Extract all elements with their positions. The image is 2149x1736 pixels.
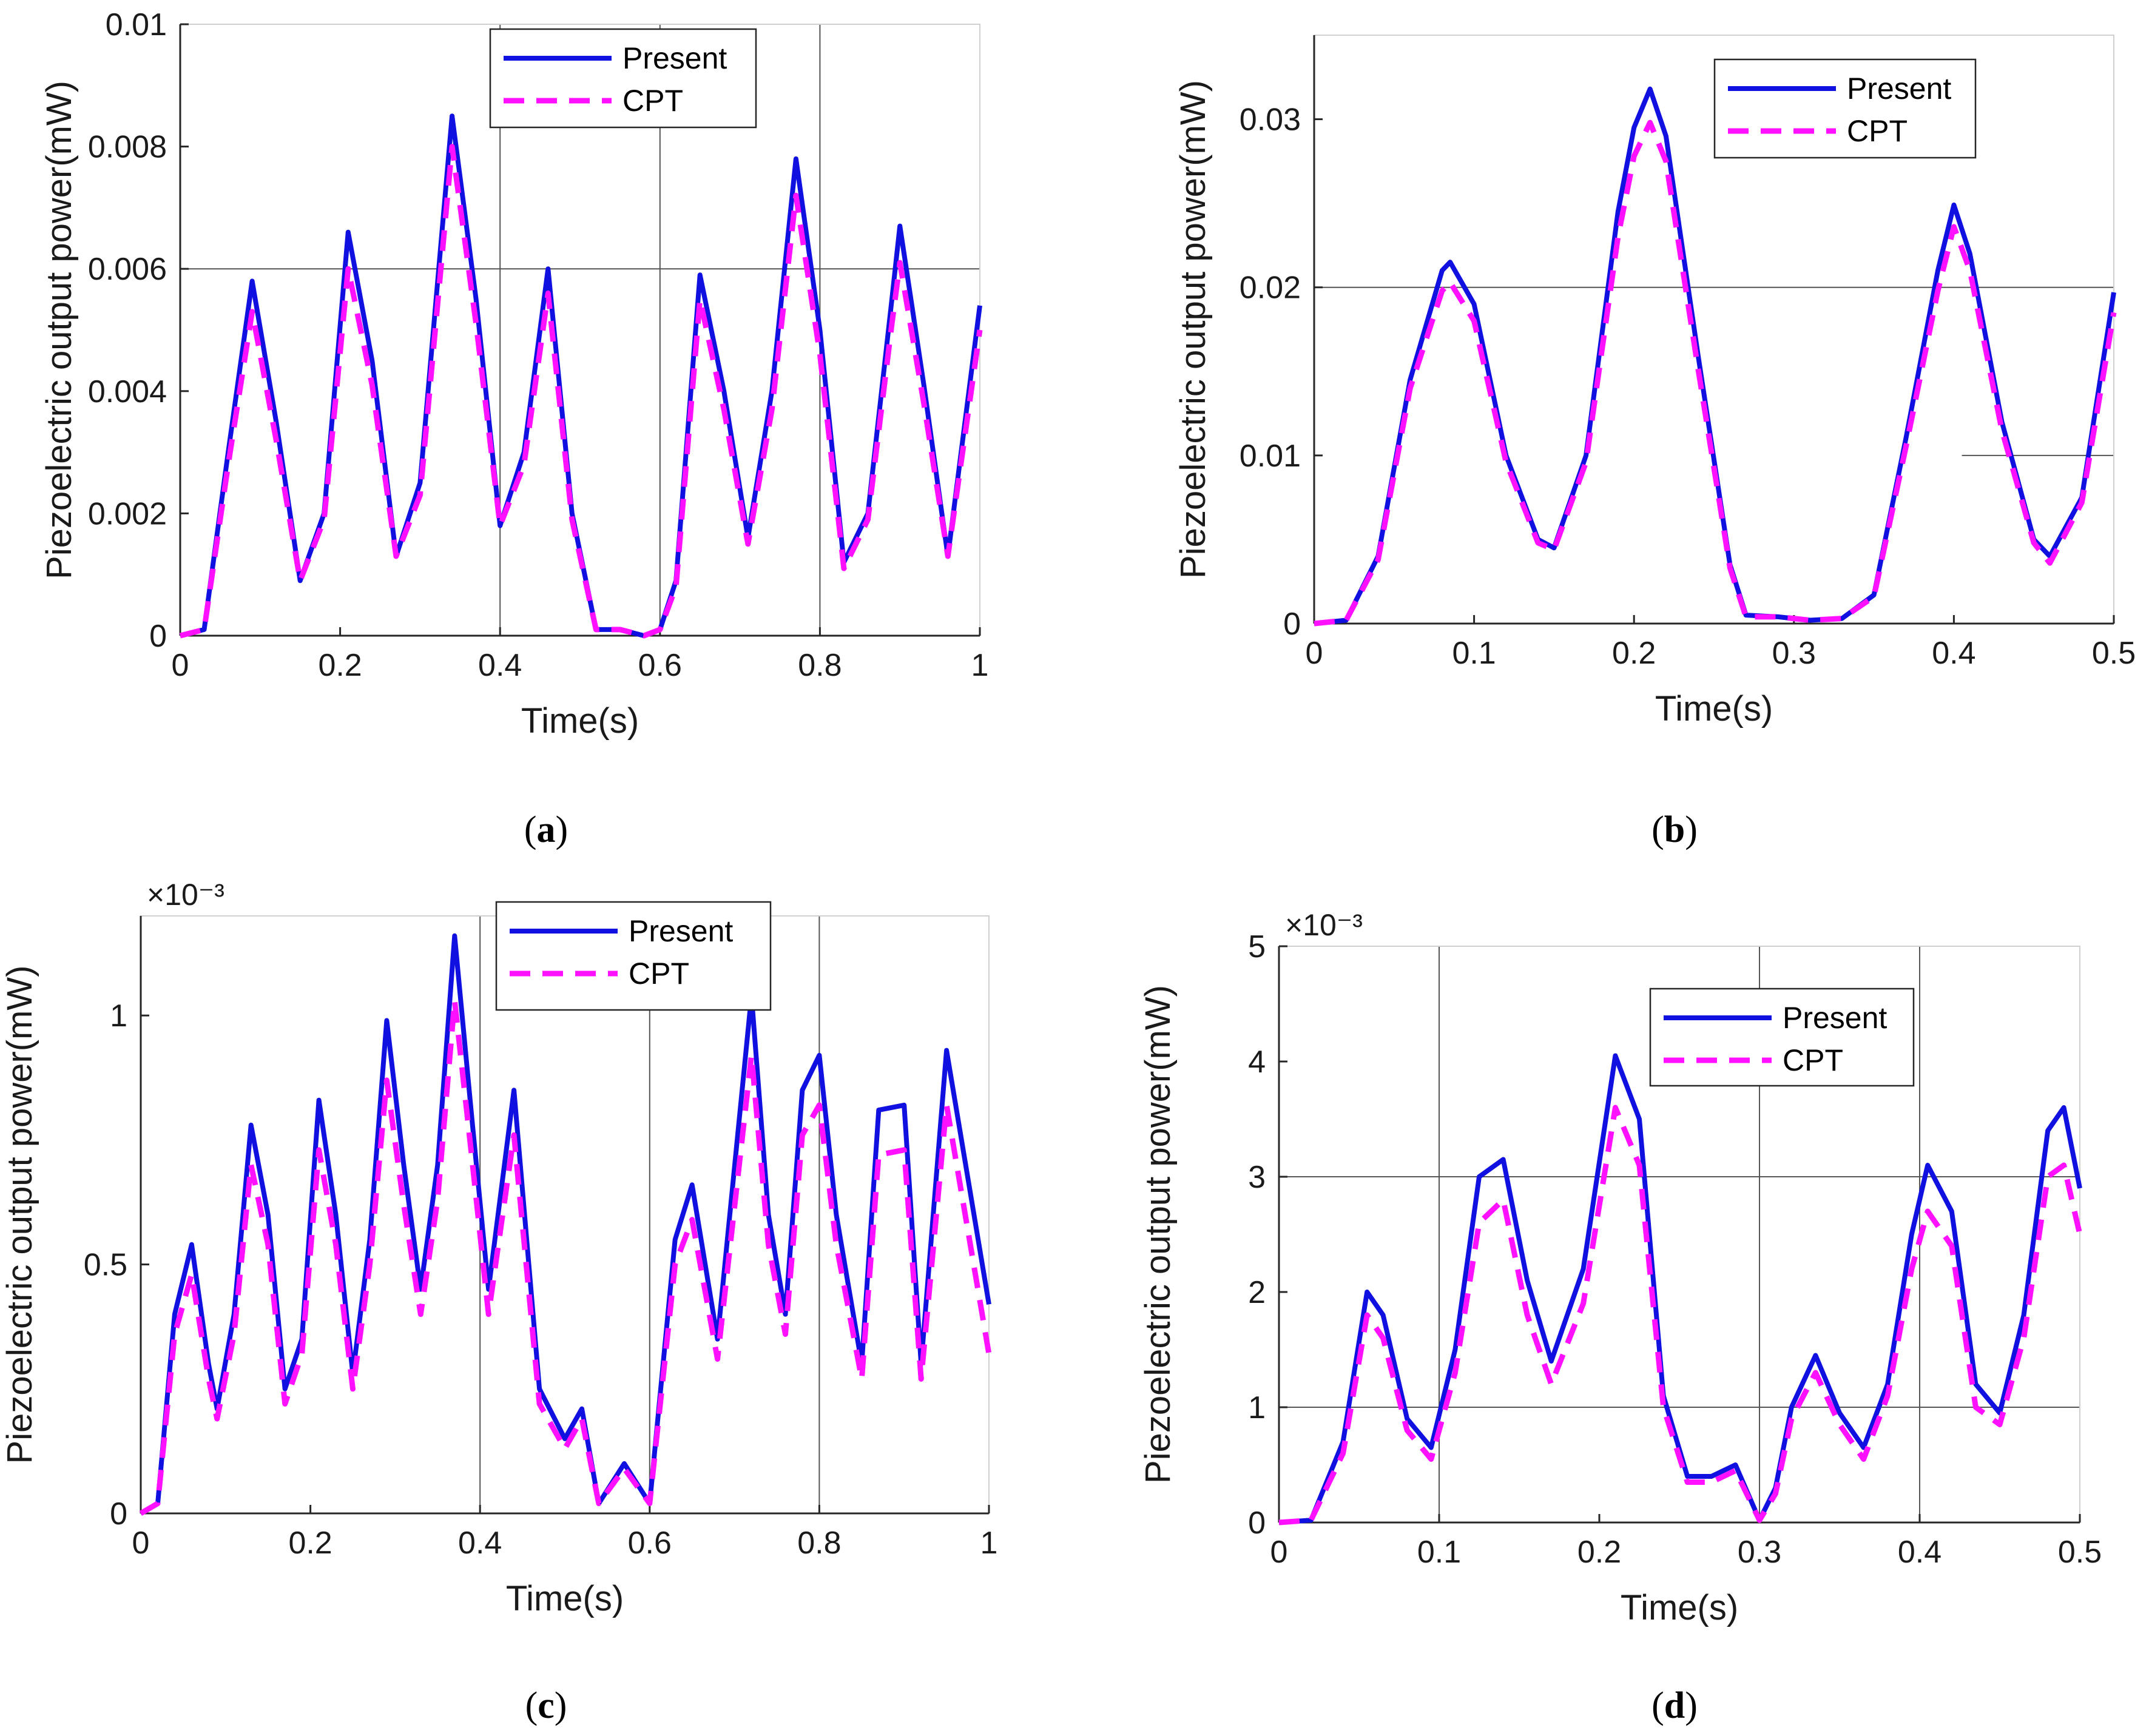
exponent-label: ×10⁻³ — [1285, 908, 1363, 942]
chart-panel-a: 0 0.2 0.4 0.6 0.8 1 0 0.002 0.004 0.006 0.008 0.01 T… — [39, 7, 988, 850]
caption-close: ) — [556, 809, 568, 850]
caption-open: ( — [524, 809, 537, 850]
caption-label: c — [538, 1685, 555, 1726]
y-tick-label: 0 — [1248, 1506, 1266, 1541]
y-tick-label: 3 — [1248, 1160, 1266, 1195]
legend-label-present: Present — [1847, 72, 1951, 106]
legend-box — [1649, 987, 1915, 1087]
caption-label: a — [537, 809, 556, 850]
x-tick-label: 0.3 — [1772, 636, 1816, 671]
exponent-label: ×10⁻³ — [147, 878, 224, 912]
legend: Present CPT — [1713, 58, 1977, 159]
x-tick-label: 0.5 — [2058, 1535, 2102, 1570]
x-tick-label: 0.4 — [1932, 636, 1975, 671]
x-tick-label: 0.2 — [1612, 636, 1656, 671]
series-line-present — [1278, 1053, 2082, 1525]
panel-caption: (a) — [524, 809, 568, 850]
legend-label-cpt: CPT — [1847, 114, 1908, 148]
x-tick-label: 0.1 — [1417, 1535, 1461, 1570]
legend: Present CPT — [489, 28, 757, 129]
chart-panel-c: 0 0.2 0.4 0.6 0.8 1 0 0.5 1 ×10⁻³ Time(s) Piezoelec… — [0, 878, 997, 1726]
caption-label: d — [1664, 1685, 1685, 1726]
chart-panel-d: 0 0.1 0.2 0.3 0.4 0.5 0 1 2 3 4 5 ×10⁻³ Time(s) Piezoe… — [1138, 908, 2102, 1726]
legend-label-present: Present — [1783, 1001, 1887, 1035]
x-tick-label: 0.2 — [288, 1526, 332, 1561]
x-axis-label: Time(s) — [1655, 689, 1773, 728]
y-tick-label: 1 — [110, 998, 127, 1034]
x-tick-label: 1 — [980, 1526, 998, 1561]
x-tick-label: 0 — [1270, 1535, 1288, 1570]
y-tick-label: 0 — [110, 1496, 127, 1532]
y-axis-label: Piezoelectric output power(mW) — [0, 966, 39, 1464]
y-axis-label: Piezoelectric output power(mW) — [39, 81, 79, 579]
legend-label-present: Present — [622, 41, 727, 75]
panel-caption: (d) — [1651, 1685, 1698, 1726]
x-tick-label: 0.6 — [638, 648, 682, 683]
y-tick-label: 0 — [1283, 607, 1301, 642]
x-tick-label: 0.4 — [1898, 1535, 1942, 1570]
x-tick-label: 0.6 — [628, 1526, 672, 1561]
caption-open: ( — [1651, 1685, 1664, 1726]
x-tick-label: 0.1 — [1452, 636, 1496, 671]
caption-open: ( — [1651, 809, 1664, 850]
series-line-present — [1314, 86, 2116, 626]
x-tick-label: 0.2 — [1577, 1535, 1621, 1570]
series-line-cpt — [1278, 1105, 2083, 1526]
y-tick-label: 0.004 — [88, 374, 167, 409]
y-tick-label: 0.02 — [1240, 271, 1301, 306]
y-axis-label: Piezoelectric output power(mW) — [1138, 985, 1178, 1484]
panel-caption: (b) — [1651, 809, 1698, 850]
legend-label-present: Present — [629, 914, 733, 948]
y-tick-label: 0.01 — [1240, 439, 1301, 474]
x-tick-label: 0.2 — [318, 648, 362, 683]
caption-close: ) — [555, 1685, 567, 1726]
y-tick-label: 2 — [1248, 1275, 1266, 1310]
y-tick-label: 0.5 — [84, 1248, 127, 1283]
legend-box — [495, 901, 772, 1011]
x-tick-label: 0 — [132, 1526, 150, 1561]
caption-close: ) — [1685, 809, 1698, 850]
y-tick-label: 0.008 — [88, 130, 167, 165]
legend: Present CPT — [495, 901, 772, 1011]
x-tick-label: 1 — [971, 648, 989, 683]
x-tick-label: 0.8 — [797, 1526, 841, 1561]
x-tick-label: 0.4 — [458, 1526, 502, 1561]
y-tick-label: 0 — [149, 619, 167, 654]
x-tick-label: 0 — [172, 648, 189, 683]
legend-label-cpt: CPT — [629, 957, 689, 991]
legend: Present CPT — [1649, 987, 1915, 1087]
y-tick-label: 0.006 — [88, 252, 167, 287]
y-tick-label: 4 — [1248, 1045, 1266, 1080]
caption-close: ) — [1685, 1685, 1698, 1726]
y-tick-label: 1 — [1248, 1390, 1266, 1425]
y-tick-label: 5 — [1248, 929, 1266, 964]
legend-box — [1713, 58, 1977, 159]
x-axis-label: Time(s) — [506, 1579, 624, 1618]
x-axis-label: Time(s) — [521, 701, 639, 741]
y-axis-label: Piezoelectric output power(mW) — [1173, 80, 1213, 579]
x-tick-label: 0.8 — [798, 648, 842, 683]
y-tick-label: 0.002 — [88, 496, 167, 531]
legend-box — [489, 28, 757, 129]
x-axis-label: Time(s) — [1621, 1588, 1738, 1627]
y-tick-label: 0.03 — [1240, 103, 1301, 138]
y-tick-label: 0.01 — [106, 7, 167, 42]
x-tick-label: 0.4 — [478, 648, 522, 683]
x-tick-label: 0 — [1306, 636, 1323, 671]
series-line-cpt — [179, 144, 983, 639]
series-line-present — [139, 933, 991, 1516]
panel-caption: (c) — [525, 1685, 567, 1726]
legend-label-cpt: CPT — [1783, 1043, 1843, 1077]
series-line-cpt — [139, 998, 992, 1516]
caption-label: b — [1664, 809, 1685, 850]
chart-panel-b: 0 0.1 0.2 0.3 0.4 0.5 0 0.01 0.02 0.03 Time(s) Piez… — [1173, 35, 2136, 850]
legend-label-cpt: CPT — [622, 84, 683, 118]
x-tick-label: 0.5 — [2092, 636, 2136, 671]
caption-open: ( — [525, 1685, 538, 1726]
x-tick-label: 0.3 — [1738, 1535, 1781, 1570]
